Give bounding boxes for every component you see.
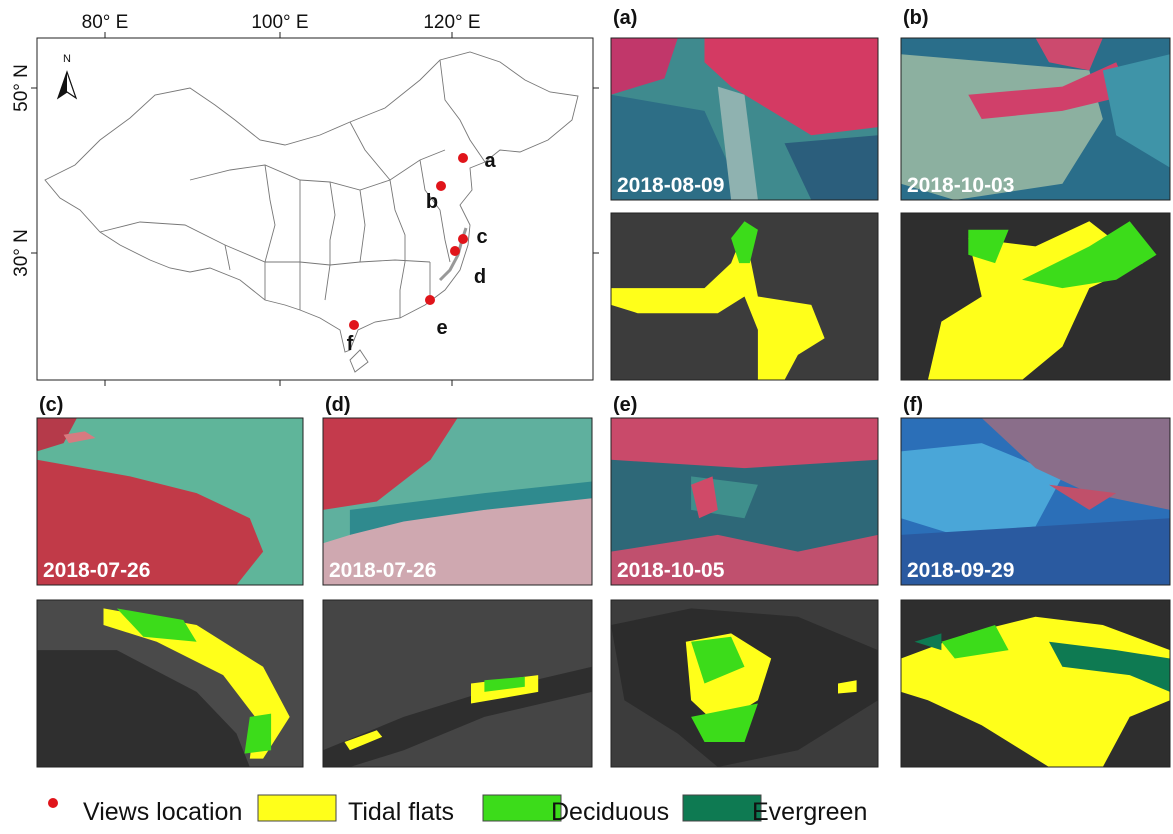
location-label: d <box>474 266 486 288</box>
image-date: 2018-08-09 <box>617 174 724 197</box>
panel-label: (a) <box>613 7 637 29</box>
panel-label: (b) <box>903 7 929 29</box>
y-tick-label: 30° N <box>11 229 32 277</box>
location-marker <box>458 234 468 244</box>
x-tick-label: 120° E <box>423 12 480 33</box>
location-label: b <box>426 191 438 213</box>
x-tick-label: 80° E <box>82 12 129 33</box>
image-date: 2018-07-26 <box>329 559 436 582</box>
panel: (a) 2018-08-09 <box>611 7 878 380</box>
panel: (d) 2018-07-26 <box>323 394 592 767</box>
panel-label: (f) <box>903 394 923 416</box>
location-marker <box>425 295 435 305</box>
page: {"map": {"x_labels": ["80° E", "100° E",… <box>0 0 1173 829</box>
classification-map <box>611 213 878 380</box>
location-marker <box>458 153 468 163</box>
panel-label: (d) <box>325 394 351 416</box>
legend-swatch <box>683 795 761 821</box>
image-date: 2018-10-03 <box>907 174 1014 197</box>
panel-label: (e) <box>613 394 637 416</box>
legend-label: Views location <box>83 798 242 826</box>
figure: N 80° E 100° E 120° E 50° N 30° N a b cd e f (a) 20… <box>0 0 1173 829</box>
legend-label: Deciduous <box>551 798 669 826</box>
classification-map <box>611 600 878 767</box>
panel: (e) 2018-10-05 <box>611 394 878 767</box>
location-label: e <box>436 317 447 339</box>
location-label: a <box>484 150 496 172</box>
x-tick-label: 100° E <box>251 12 308 33</box>
image-date: 2018-09-29 <box>907 559 1014 582</box>
image-date: 2018-07-26 <box>43 559 150 582</box>
y-tick-label: 50° N <box>11 64 32 112</box>
classification-map <box>901 213 1170 380</box>
image-feature <box>611 418 878 468</box>
classification-map <box>901 600 1170 767</box>
legend-label: Tidal flats <box>348 798 454 826</box>
panel: (b) 2018-10-03 <box>901 7 1170 380</box>
map-frame <box>37 38 593 380</box>
location-marker <box>349 320 359 330</box>
legend-marker <box>48 798 58 808</box>
location-marker <box>436 181 446 191</box>
legend-swatch <box>258 795 336 821</box>
classification-map <box>323 600 592 767</box>
compass-label: N <box>63 53 71 65</box>
location-label: f <box>347 333 354 355</box>
location-marker <box>450 246 460 256</box>
panel-label: (c) <box>39 394 63 416</box>
legend-label: Evergreen <box>752 798 867 826</box>
panel: (c) 2018-07-26 <box>37 394 303 767</box>
panel: (f) 2018-09-29 <box>901 394 1170 767</box>
legend-swatch <box>483 795 561 821</box>
classification-map <box>37 600 303 767</box>
image-date: 2018-10-05 <box>617 559 725 582</box>
location-label: c <box>476 226 487 248</box>
